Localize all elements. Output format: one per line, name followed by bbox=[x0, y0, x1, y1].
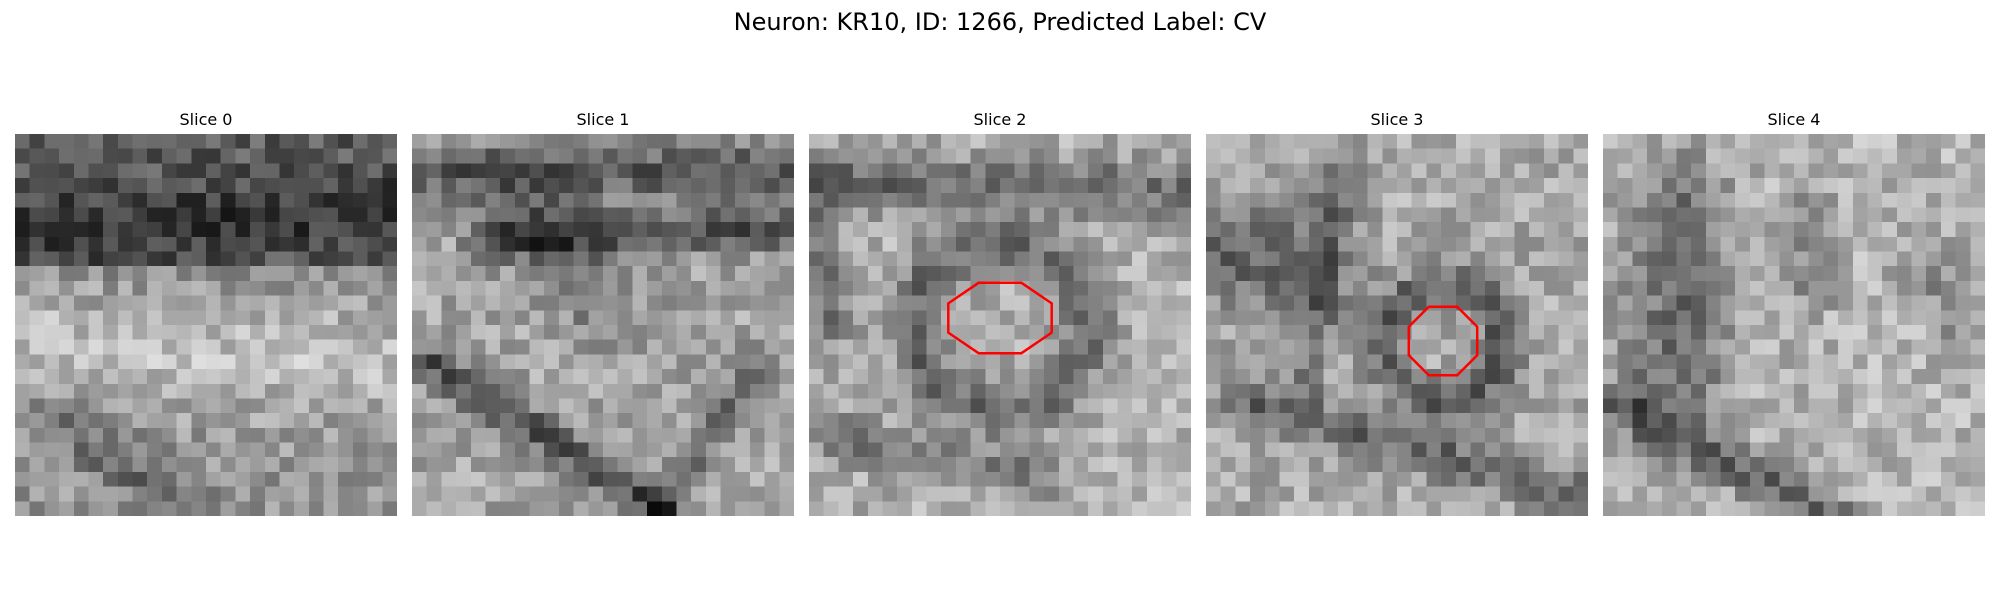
slice-image bbox=[412, 134, 794, 516]
slice-panel-4: Slice 4 bbox=[1603, 108, 1985, 516]
slice-panel-1: Slice 1 bbox=[412, 108, 794, 516]
figure-title: Neuron: KR10, ID: 1266, Predicted Label:… bbox=[733, 8, 1267, 36]
slice-title: Slice 4 bbox=[1767, 110, 1821, 129]
roi-outline bbox=[1407, 305, 1479, 377]
slice-image bbox=[809, 134, 1191, 516]
slice-image bbox=[1603, 134, 1985, 516]
slice-title: Slice 0 bbox=[179, 110, 233, 129]
slice-title: Slice 3 bbox=[1370, 110, 1424, 129]
slice-title: Slice 2 bbox=[973, 110, 1027, 129]
slice-title: Slice 1 bbox=[576, 110, 630, 129]
slice-panel-2: Slice 2 bbox=[809, 108, 1191, 516]
slice-image bbox=[1206, 134, 1588, 516]
roi-outline bbox=[947, 281, 1053, 355]
slice-image bbox=[15, 134, 397, 516]
slice-panel-3: Slice 3 bbox=[1206, 108, 1588, 516]
slice-panel-0: Slice 0 bbox=[15, 108, 397, 516]
